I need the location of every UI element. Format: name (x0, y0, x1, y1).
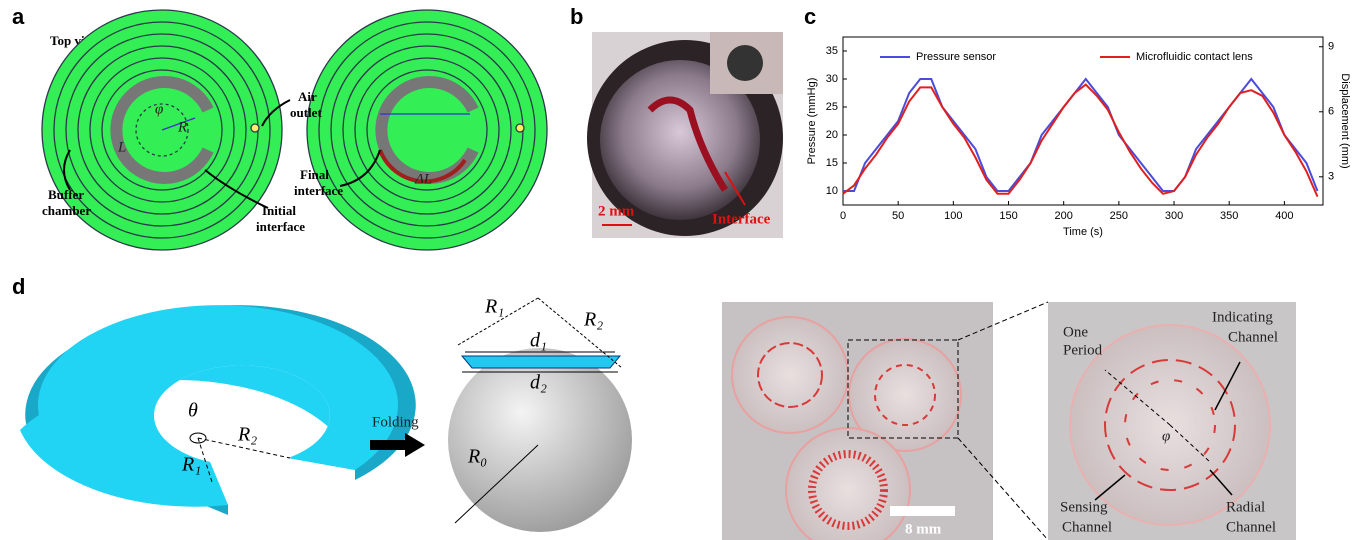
label: ΔL (414, 171, 432, 187)
x-tick-label: 150 (999, 210, 1017, 222)
label: 8 mm (905, 521, 942, 537)
legend-label: Microfluidic contact lens (1136, 51, 1253, 63)
label: R₀ (467, 446, 487, 468)
label: d₁ (530, 330, 547, 352)
photo (722, 302, 1048, 540)
label: d₂ (530, 372, 547, 394)
y2-tick-label: 3 (1328, 171, 1334, 183)
label: Interface (712, 211, 771, 227)
label: outlet (290, 105, 322, 120)
x-axis-label: Time (s) (1063, 226, 1103, 238)
y-tick-label: 25 (826, 101, 838, 113)
panel-letter: d (12, 274, 25, 299)
panel-letter: a (12, 4, 25, 29)
label: R₂ (583, 309, 603, 331)
label: L (117, 139, 126, 155)
label: interface (256, 219, 305, 234)
x-tick-label: 350 (1220, 210, 1238, 222)
label: Folding (372, 414, 419, 430)
label: Channel (1062, 519, 1112, 535)
label: Indicating (1212, 309, 1273, 325)
x-tick-label: 50 (892, 210, 904, 222)
label: chamber (42, 203, 91, 218)
label: interface (294, 183, 343, 198)
chart: 0 50 100 150 200 250 300 350 400 10 15 20 25 30 35 3 6 9 T… (806, 37, 1351, 238)
y2-tick-label: 6 (1328, 106, 1334, 118)
y-axis-label: Pressure (mmHg) (806, 78, 818, 165)
y-tick-label: 10 (826, 185, 838, 197)
label: Period (1063, 342, 1103, 358)
label: Buffer (48, 187, 84, 202)
label: Air (298, 89, 317, 104)
x-tick-label: 200 (1055, 210, 1073, 222)
label: Channel (1226, 519, 1276, 535)
label: Radial (1226, 499, 1265, 515)
y2-tick-label: 9 (1328, 41, 1334, 53)
label: R₁ (181, 454, 201, 476)
panel-letter: c (804, 4, 816, 29)
y-tick-label: 20 (826, 129, 838, 141)
ring-diagram (20, 305, 416, 515)
figure: a Top view L φ R ΔL Air outlet Buffer ch… (0, 0, 1354, 540)
label: Sensing (1060, 499, 1108, 515)
x-tick-label: 400 (1275, 210, 1293, 222)
label: θ (188, 400, 198, 422)
label: φ (155, 101, 163, 117)
label: Initial (262, 203, 296, 218)
label: 2 mm (598, 203, 635, 219)
x-tick-label: 100 (944, 210, 962, 222)
y-tick-label: 35 (826, 45, 838, 57)
label: φ (1162, 428, 1170, 444)
spiral-diagram (307, 10, 547, 250)
series-line (843, 85, 1317, 197)
label: R₁ (484, 296, 504, 318)
label: R (177, 119, 187, 135)
label: Final (300, 167, 329, 182)
label: Channel (1228, 329, 1278, 345)
label: One (1063, 324, 1088, 340)
x-tick-label: 300 (1165, 210, 1183, 222)
legend-label: Pressure sensor (916, 51, 996, 63)
x-tick-label: 250 (1110, 210, 1128, 222)
label: R₂ (237, 424, 257, 446)
x-tick-label: 0 (840, 210, 846, 222)
panel-letter: b (570, 4, 583, 29)
y-tick-label: 30 (826, 73, 838, 85)
y2-axis-label: Displacement (mm) (1339, 73, 1351, 168)
y-tick-label: 15 (826, 157, 838, 169)
